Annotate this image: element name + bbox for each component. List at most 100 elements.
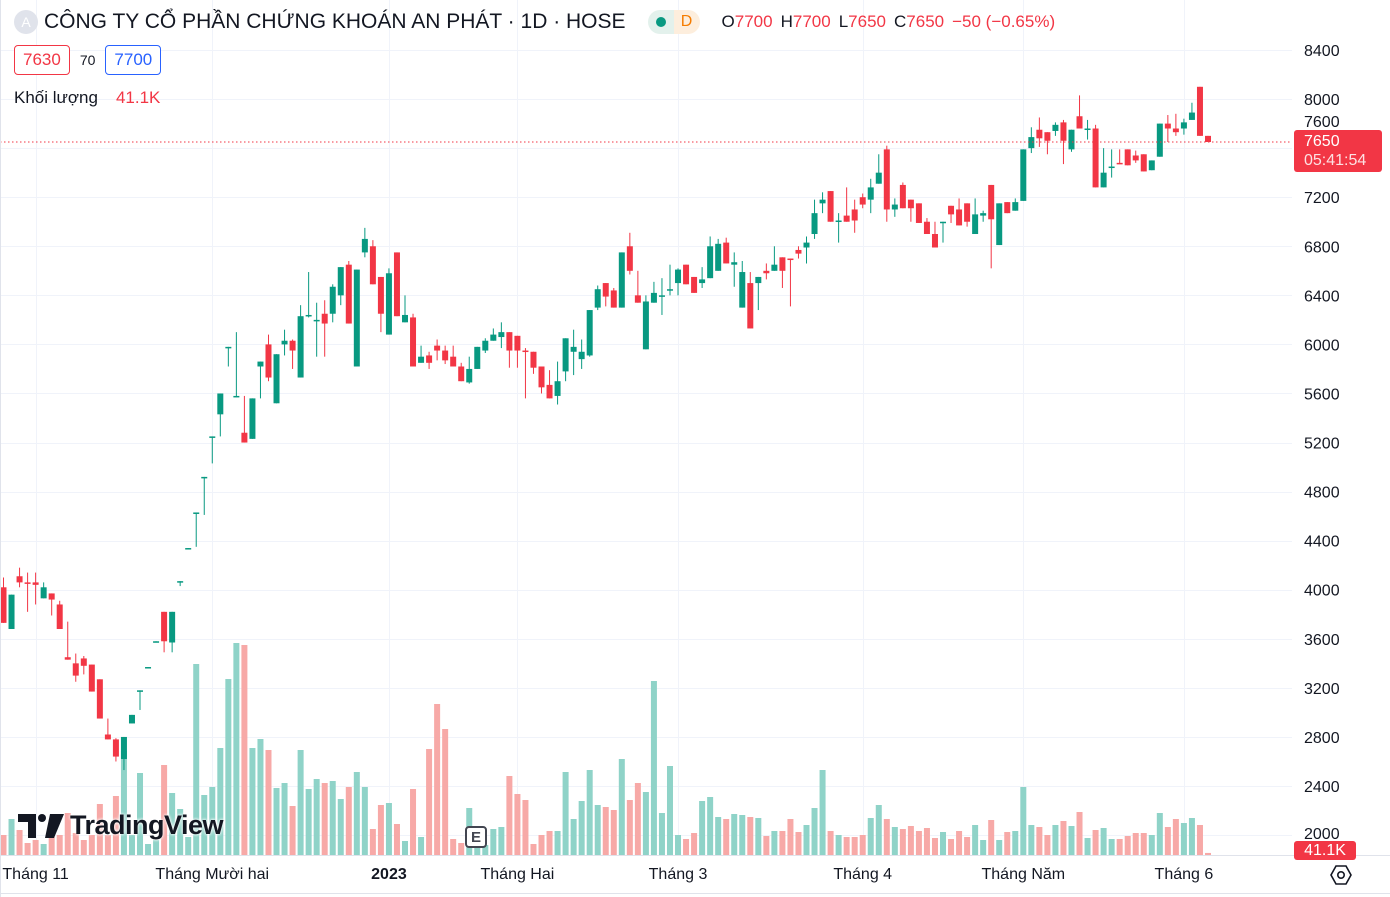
volume-bar	[715, 817, 722, 855]
candle-body	[907, 199, 914, 209]
candle	[337, 267, 344, 306]
volume-bar	[225, 679, 232, 855]
volume-bar	[1068, 826, 1075, 855]
candle	[763, 263, 770, 280]
candle-body	[1140, 154, 1147, 172]
volume-bar	[321, 783, 328, 855]
candle-body	[1156, 123, 1163, 157]
earnings-marker[interactable]: E	[465, 826, 487, 848]
candle	[145, 667, 152, 669]
candle	[771, 246, 778, 271]
volume-bar	[24, 843, 31, 855]
volume-bar	[650, 681, 657, 855]
symbol-title[interactable]: CÔNG TY CỔ PHẦN CHỨNG KHOÁN AN PHÁT · 1D…	[44, 10, 626, 33]
candle	[683, 264, 690, 285]
volume-bar	[707, 797, 714, 855]
candle-body	[739, 272, 746, 308]
candle	[201, 476, 208, 515]
volume-bar	[666, 766, 673, 855]
volume-bar	[883, 819, 890, 855]
candle	[658, 278, 665, 315]
volume-bar	[586, 770, 593, 855]
candle	[361, 227, 368, 258]
volume-bar	[1140, 833, 1147, 855]
candle-body	[337, 267, 344, 296]
volume-bar	[570, 819, 577, 855]
candle	[867, 178, 874, 214]
volume-bar	[578, 801, 585, 855]
volume-bar	[1116, 839, 1123, 855]
volume-bar	[88, 835, 95, 855]
candle	[907, 199, 914, 222]
high-value: 7700	[792, 12, 831, 31]
candle-body	[570, 346, 577, 352]
candle	[940, 221, 947, 243]
volume-bar	[931, 838, 938, 855]
candle-body	[546, 384, 553, 399]
candle-body	[988, 184, 995, 220]
volume-bar	[859, 835, 866, 855]
volume-series	[0, 643, 1211, 855]
candle-body	[883, 149, 890, 210]
volume-bar	[618, 759, 625, 855]
candle	[402, 295, 408, 323]
candle-body	[96, 679, 103, 719]
volume-bar	[795, 832, 802, 855]
candle-body	[410, 317, 417, 367]
candle	[851, 199, 858, 233]
candle-body	[811, 213, 818, 235]
price-axis-tick-label: 8000	[1304, 92, 1340, 109]
candle	[112, 738, 119, 762]
volume-bar	[988, 820, 995, 855]
buy-button[interactable]: 7700	[105, 45, 162, 75]
volume-bar	[281, 783, 288, 855]
candle	[1172, 113, 1179, 136]
candle-body	[803, 242, 810, 248]
candle-body	[321, 313, 328, 324]
candle-body	[137, 690, 144, 692]
volume-bar	[1084, 838, 1091, 855]
candle	[875, 154, 882, 184]
candle-body	[458, 366, 465, 382]
volume-bar	[1060, 821, 1067, 855]
settings-gear-icon[interactable]	[1330, 864, 1352, 886]
price-axis[interactable]: 8400 8000 7600 7200 6800 6400 6000 5600 5200 4800…	[1304, 43, 1340, 843]
candle	[1068, 129, 1075, 152]
candle	[289, 339, 296, 369]
candle	[458, 362, 465, 382]
volume-legend[interactable]: Khối lượng 41.1K	[14, 88, 160, 108]
volume-bar	[418, 837, 425, 855]
candle	[104, 718, 111, 740]
candle-body	[361, 238, 368, 253]
candle-body	[843, 215, 850, 222]
close-value: 7650	[906, 12, 945, 31]
time-axis-tick-label: Tháng Năm	[981, 866, 1066, 883]
candle	[562, 338, 569, 382]
market-status-badge[interactable]: D	[647, 10, 700, 34]
candle-body	[1132, 155, 1139, 161]
candle-body	[956, 209, 963, 226]
candle	[88, 664, 95, 692]
volume-bar	[827, 831, 834, 855]
volume-bar	[530, 844, 537, 855]
volume-bar	[482, 845, 489, 855]
candle	[1084, 119, 1091, 140]
candle	[675, 268, 682, 296]
candle	[795, 246, 802, 259]
candle	[1060, 119, 1067, 165]
candle	[153, 641, 160, 643]
candle	[1020, 149, 1027, 201]
volume-bar	[233, 643, 240, 855]
candle	[1044, 132, 1051, 155]
candle	[48, 593, 55, 616]
volume-bar	[185, 837, 192, 855]
candle	[1100, 148, 1107, 188]
candle-body	[763, 270, 770, 274]
candle-body	[353, 269, 360, 367]
sell-button[interactable]: 7630	[14, 45, 70, 75]
candle-body	[1188, 112, 1195, 120]
volume-bar	[8, 819, 15, 855]
volume-bar	[787, 819, 794, 855]
tradingview-logo[interactable]: TradingView	[18, 810, 224, 841]
